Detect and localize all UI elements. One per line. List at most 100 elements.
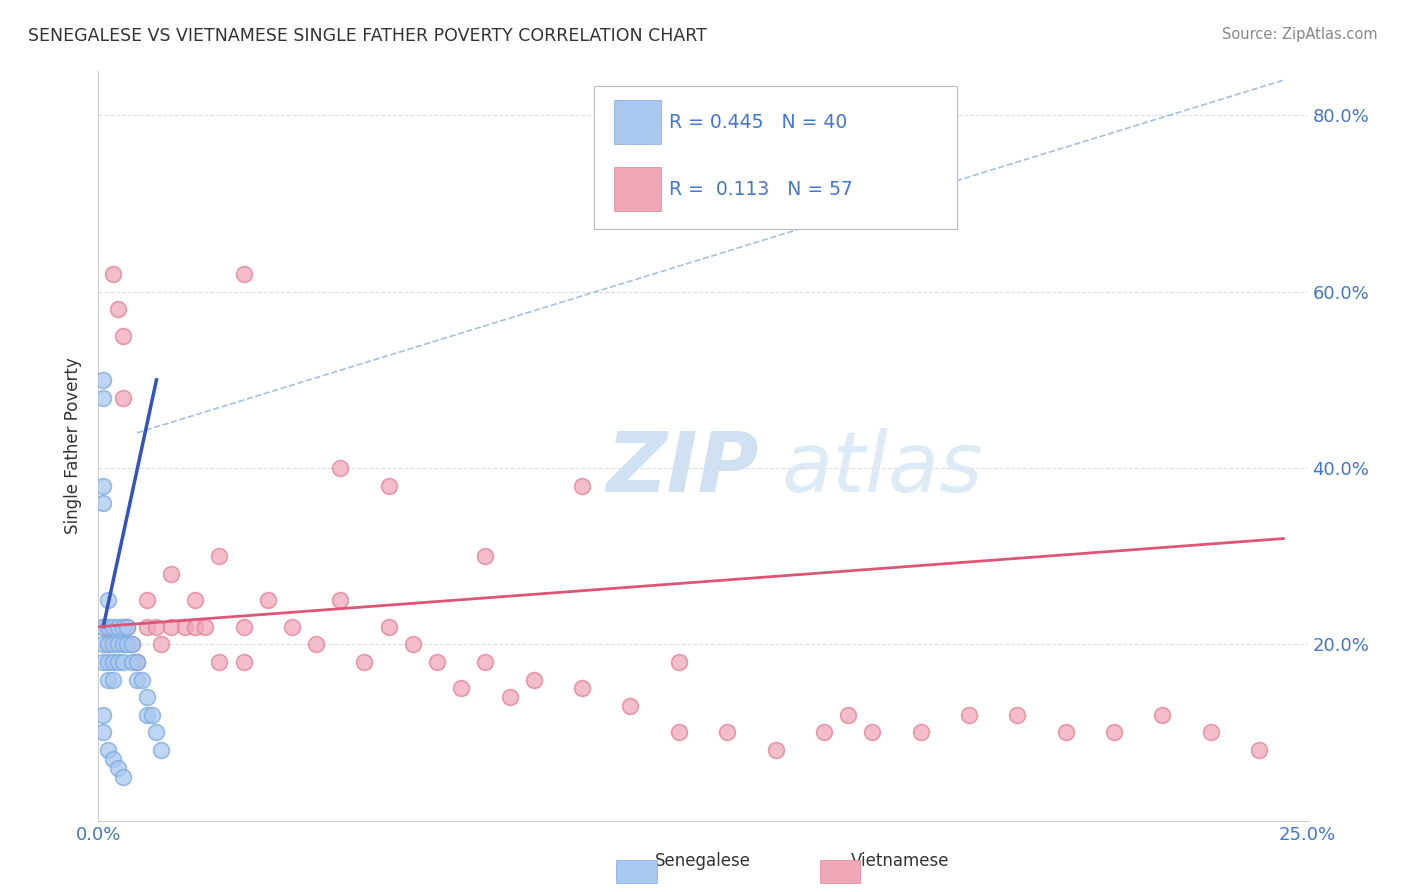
- Point: [97, 743, 120, 757]
- Point: [91, 637, 114, 651]
- Point: [329, 461, 352, 475]
- Point: [101, 637, 124, 651]
- Point: [135, 707, 157, 722]
- Point: [1199, 725, 1222, 739]
- Point: [121, 637, 143, 651]
- Point: [107, 655, 129, 669]
- Point: [117, 620, 139, 634]
- Point: [121, 655, 143, 669]
- Point: [232, 655, 254, 669]
- Text: R = 0.445   N = 40: R = 0.445 N = 40: [669, 112, 848, 132]
- Point: [426, 655, 449, 669]
- Point: [1007, 707, 1029, 722]
- Point: [184, 593, 207, 607]
- Point: [150, 743, 173, 757]
- Point: [668, 725, 690, 739]
- Point: [101, 673, 124, 687]
- Text: R =  0.113   N = 57: R = 0.113 N = 57: [669, 180, 853, 199]
- Point: [91, 496, 114, 510]
- Point: [860, 725, 883, 739]
- Point: [97, 620, 120, 634]
- Point: [474, 655, 496, 669]
- Point: [111, 328, 134, 343]
- Point: [474, 549, 496, 564]
- Point: [256, 593, 278, 607]
- Point: [91, 620, 114, 634]
- Point: [160, 620, 183, 634]
- Point: [135, 620, 157, 634]
- Text: Senegalese: Senegalese: [655, 852, 751, 870]
- Point: [305, 637, 328, 651]
- Point: [377, 478, 399, 492]
- Point: [91, 620, 114, 634]
- FancyBboxPatch shape: [613, 100, 661, 144]
- Point: [353, 655, 375, 669]
- Point: [101, 620, 124, 634]
- Text: Vietnamese: Vietnamese: [851, 852, 949, 870]
- Point: [107, 637, 129, 651]
- Point: [1152, 707, 1174, 722]
- Point: [91, 707, 114, 722]
- Point: [117, 620, 139, 634]
- Point: [150, 637, 173, 651]
- Point: [135, 593, 157, 607]
- Point: [571, 478, 593, 492]
- Point: [1054, 725, 1077, 739]
- Point: [402, 637, 425, 651]
- Point: [910, 725, 932, 739]
- Point: [91, 725, 114, 739]
- FancyBboxPatch shape: [613, 168, 661, 211]
- Point: [1102, 725, 1125, 739]
- Text: Source: ZipAtlas.com: Source: ZipAtlas.com: [1222, 27, 1378, 42]
- Point: [91, 655, 114, 669]
- Point: [107, 302, 129, 317]
- Point: [107, 620, 129, 634]
- Point: [101, 267, 124, 281]
- Point: [145, 620, 167, 634]
- Point: [101, 655, 124, 669]
- Point: [111, 770, 134, 784]
- Point: [91, 478, 114, 492]
- Text: SENEGALESE VS VIETNAMESE SINGLE FATHER POVERTY CORRELATION CHART: SENEGALESE VS VIETNAMESE SINGLE FATHER P…: [28, 27, 707, 45]
- Point: [523, 673, 546, 687]
- Point: [329, 593, 352, 607]
- Point: [97, 637, 120, 651]
- Point: [111, 620, 134, 634]
- Point: [184, 620, 207, 634]
- Point: [232, 620, 254, 634]
- Point: [127, 655, 149, 669]
- FancyBboxPatch shape: [595, 87, 957, 228]
- Point: [117, 637, 139, 651]
- Point: [111, 655, 134, 669]
- Point: [1249, 743, 1271, 757]
- Point: [97, 637, 120, 651]
- Point: [97, 673, 120, 687]
- Text: ZIP: ZIP: [606, 428, 759, 509]
- Point: [127, 655, 149, 669]
- Point: [571, 681, 593, 696]
- Point: [127, 673, 149, 687]
- Point: [837, 707, 859, 722]
- Point: [957, 707, 980, 722]
- Point: [619, 699, 641, 714]
- Point: [131, 673, 153, 687]
- Point: [91, 373, 114, 387]
- Point: [145, 725, 167, 739]
- Point: [668, 655, 690, 669]
- Point: [450, 681, 472, 696]
- Point: [281, 620, 304, 634]
- Point: [377, 620, 399, 634]
- Point: [232, 267, 254, 281]
- Point: [765, 743, 787, 757]
- Point: [101, 752, 124, 766]
- Y-axis label: Single Father Poverty: Single Father Poverty: [65, 358, 83, 534]
- Point: [97, 593, 120, 607]
- Point: [208, 549, 231, 564]
- Point: [813, 725, 835, 739]
- Point: [194, 620, 217, 634]
- Point: [174, 620, 197, 634]
- Point: [107, 761, 129, 775]
- Point: [135, 690, 157, 705]
- Point: [208, 655, 231, 669]
- Text: atlas: atlas: [782, 428, 983, 509]
